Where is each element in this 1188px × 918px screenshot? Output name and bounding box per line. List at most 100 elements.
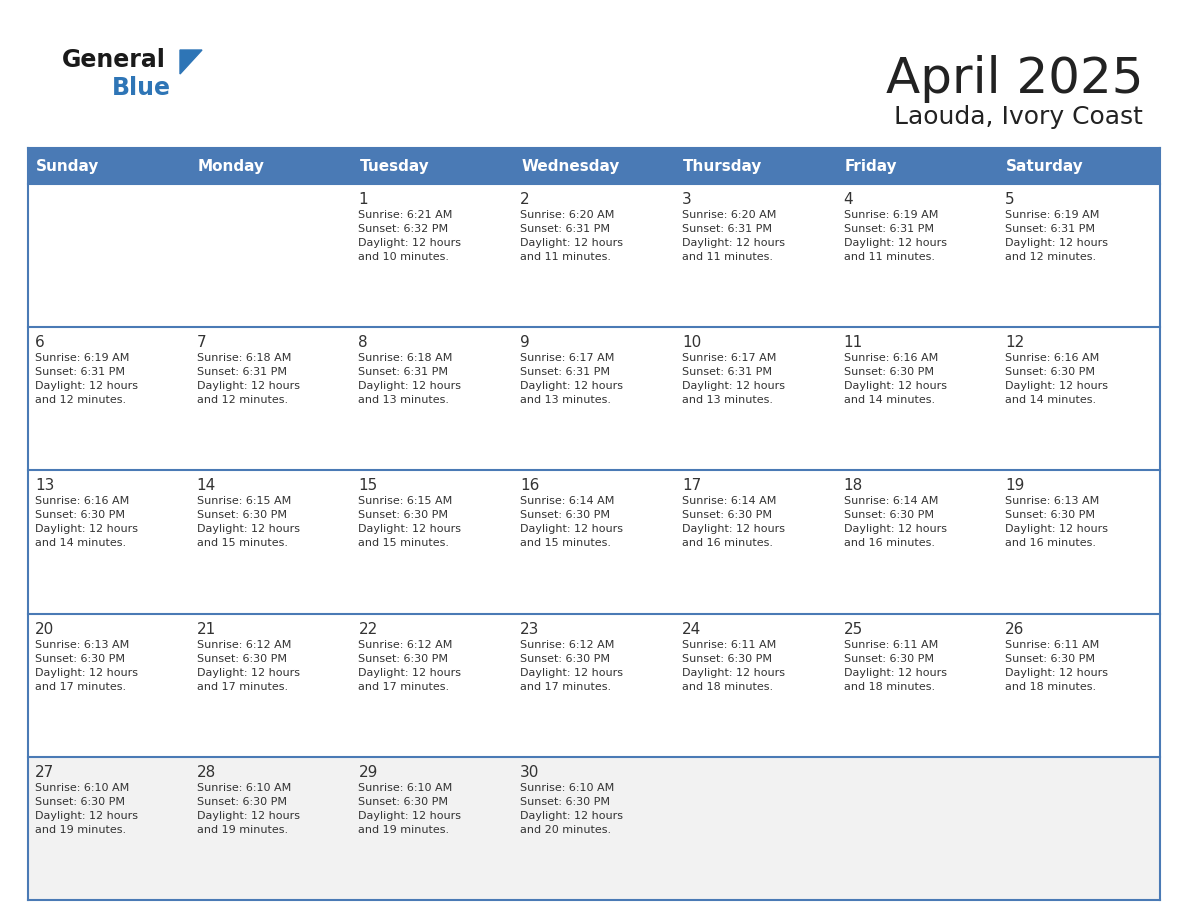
Text: Daylight: 12 hours: Daylight: 12 hours [1005, 524, 1108, 534]
Text: Sunrise: 6:10 AM: Sunrise: 6:10 AM [520, 783, 614, 793]
Text: 3: 3 [682, 192, 691, 207]
Text: Sunday: Sunday [36, 159, 100, 174]
Text: Sunrise: 6:15 AM: Sunrise: 6:15 AM [197, 497, 291, 507]
Text: 25: 25 [843, 621, 862, 636]
Text: 7: 7 [197, 335, 207, 350]
Text: Sunrise: 6:16 AM: Sunrise: 6:16 AM [843, 353, 937, 364]
Text: Tuesday: Tuesday [360, 159, 429, 174]
Text: Daylight: 12 hours: Daylight: 12 hours [34, 381, 138, 391]
Text: Laouda, Ivory Coast: Laouda, Ivory Coast [895, 105, 1143, 129]
Text: Sunset: 6:30 PM: Sunset: 6:30 PM [34, 654, 125, 664]
Text: Sunrise: 6:20 AM: Sunrise: 6:20 AM [520, 210, 614, 220]
Text: 29: 29 [359, 765, 378, 779]
Text: Daylight: 12 hours: Daylight: 12 hours [843, 524, 947, 534]
Text: Sunrise: 6:12 AM: Sunrise: 6:12 AM [197, 640, 291, 650]
Text: Sunset: 6:30 PM: Sunset: 6:30 PM [1005, 510, 1095, 521]
Text: Sunrise: 6:13 AM: Sunrise: 6:13 AM [34, 640, 129, 650]
Text: Sunrise: 6:16 AM: Sunrise: 6:16 AM [34, 497, 129, 507]
Text: 13: 13 [34, 478, 55, 493]
Text: 1: 1 [359, 192, 368, 207]
Bar [29, 470, 1159, 613]
Text: Sunrise: 6:11 AM: Sunrise: 6:11 AM [843, 640, 937, 650]
Text: 27: 27 [34, 765, 55, 779]
Text: 8: 8 [359, 335, 368, 350]
Text: and 18 minutes.: and 18 minutes. [682, 681, 773, 691]
Text: Sunset: 6:31 PM: Sunset: 6:31 PM [682, 224, 772, 234]
Text: Sunrise: 6:12 AM: Sunrise: 6:12 AM [520, 640, 614, 650]
Text: Daylight: 12 hours: Daylight: 12 hours [359, 238, 461, 248]
Text: 15: 15 [359, 478, 378, 493]
Text: 11: 11 [843, 335, 862, 350]
Text: Sunrise: 6:17 AM: Sunrise: 6:17 AM [520, 353, 614, 364]
Text: 21: 21 [197, 621, 216, 636]
Bar [29, 613, 1159, 756]
Text: and 14 minutes.: and 14 minutes. [34, 538, 126, 548]
Text: and 12 minutes.: and 12 minutes. [197, 396, 287, 405]
Text: Sunrise: 6:10 AM: Sunrise: 6:10 AM [359, 783, 453, 793]
Text: and 12 minutes.: and 12 minutes. [1005, 252, 1097, 262]
Text: Sunset: 6:30 PM: Sunset: 6:30 PM [520, 510, 611, 521]
Text: and 13 minutes.: and 13 minutes. [520, 396, 611, 405]
Text: and 18 minutes.: and 18 minutes. [843, 681, 935, 691]
Text: Sunset: 6:30 PM: Sunset: 6:30 PM [197, 797, 286, 807]
Text: General: General [62, 48, 166, 72]
Text: Sunset: 6:31 PM: Sunset: 6:31 PM [1005, 224, 1095, 234]
Text: Sunrise: 6:16 AM: Sunrise: 6:16 AM [1005, 353, 1100, 364]
Text: and 17 minutes.: and 17 minutes. [34, 681, 126, 691]
Text: Daylight: 12 hours: Daylight: 12 hours [843, 238, 947, 248]
Text: Daylight: 12 hours: Daylight: 12 hours [197, 811, 299, 821]
Text: Sunrise: 6:12 AM: Sunrise: 6:12 AM [359, 640, 453, 650]
Text: 6: 6 [34, 335, 45, 350]
Text: Daylight: 12 hours: Daylight: 12 hours [520, 238, 624, 248]
Text: Sunset: 6:30 PM: Sunset: 6:30 PM [359, 510, 448, 521]
Text: 16: 16 [520, 478, 539, 493]
Text: 12: 12 [1005, 335, 1024, 350]
Text: 18: 18 [843, 478, 862, 493]
Text: Sunset: 6:30 PM: Sunset: 6:30 PM [682, 510, 772, 521]
Text: Daylight: 12 hours: Daylight: 12 hours [359, 811, 461, 821]
Text: and 16 minutes.: and 16 minutes. [682, 538, 773, 548]
Text: Daylight: 12 hours: Daylight: 12 hours [34, 811, 138, 821]
Text: Sunset: 6:30 PM: Sunset: 6:30 PM [197, 510, 286, 521]
Text: 23: 23 [520, 621, 539, 636]
Text: Sunrise: 6:20 AM: Sunrise: 6:20 AM [682, 210, 776, 220]
Text: Sunset: 6:30 PM: Sunset: 6:30 PM [843, 367, 934, 377]
Text: and 14 minutes.: and 14 minutes. [843, 396, 935, 405]
Text: Sunrise: 6:14 AM: Sunrise: 6:14 AM [843, 497, 939, 507]
Text: Sunrise: 6:13 AM: Sunrise: 6:13 AM [1005, 497, 1100, 507]
Text: Sunrise: 6:14 AM: Sunrise: 6:14 AM [682, 497, 776, 507]
Text: and 15 minutes.: and 15 minutes. [520, 538, 611, 548]
Text: Daylight: 12 hours: Daylight: 12 hours [197, 381, 299, 391]
Text: Sunrise: 6:10 AM: Sunrise: 6:10 AM [197, 783, 291, 793]
Text: Sunrise: 6:11 AM: Sunrise: 6:11 AM [682, 640, 776, 650]
Text: Wednesday: Wednesday [522, 159, 619, 174]
Text: and 13 minutes.: and 13 minutes. [682, 396, 773, 405]
Text: Sunset: 6:30 PM: Sunset: 6:30 PM [682, 654, 772, 664]
Text: and 16 minutes.: and 16 minutes. [843, 538, 935, 548]
Text: and 19 minutes.: and 19 minutes. [34, 824, 126, 834]
Text: 4: 4 [843, 192, 853, 207]
Text: 19: 19 [1005, 478, 1025, 493]
Text: Daylight: 12 hours: Daylight: 12 hours [520, 811, 624, 821]
Bar [29, 148, 1159, 184]
Text: Blue: Blue [112, 76, 171, 100]
Text: Thursday: Thursday [683, 159, 763, 174]
Text: Sunset: 6:31 PM: Sunset: 6:31 PM [520, 367, 611, 377]
Text: 9: 9 [520, 335, 530, 350]
Text: 28: 28 [197, 765, 216, 779]
Text: 20: 20 [34, 621, 55, 636]
Text: Sunrise: 6:19 AM: Sunrise: 6:19 AM [34, 353, 129, 364]
Text: and 15 minutes.: and 15 minutes. [359, 538, 449, 548]
Text: Daylight: 12 hours: Daylight: 12 hours [197, 524, 299, 534]
Text: Sunset: 6:30 PM: Sunset: 6:30 PM [843, 510, 934, 521]
Text: 2: 2 [520, 192, 530, 207]
Text: Sunset: 6:31 PM: Sunset: 6:31 PM [520, 224, 611, 234]
Text: 22: 22 [359, 621, 378, 636]
Text: Sunrise: 6:19 AM: Sunrise: 6:19 AM [843, 210, 939, 220]
Text: April 2025: April 2025 [885, 55, 1143, 103]
Text: Sunset: 6:30 PM: Sunset: 6:30 PM [1005, 654, 1095, 664]
Text: Sunrise: 6:17 AM: Sunrise: 6:17 AM [682, 353, 776, 364]
Text: Daylight: 12 hours: Daylight: 12 hours [1005, 238, 1108, 248]
Text: Daylight: 12 hours: Daylight: 12 hours [843, 381, 947, 391]
Text: Daylight: 12 hours: Daylight: 12 hours [520, 667, 624, 677]
